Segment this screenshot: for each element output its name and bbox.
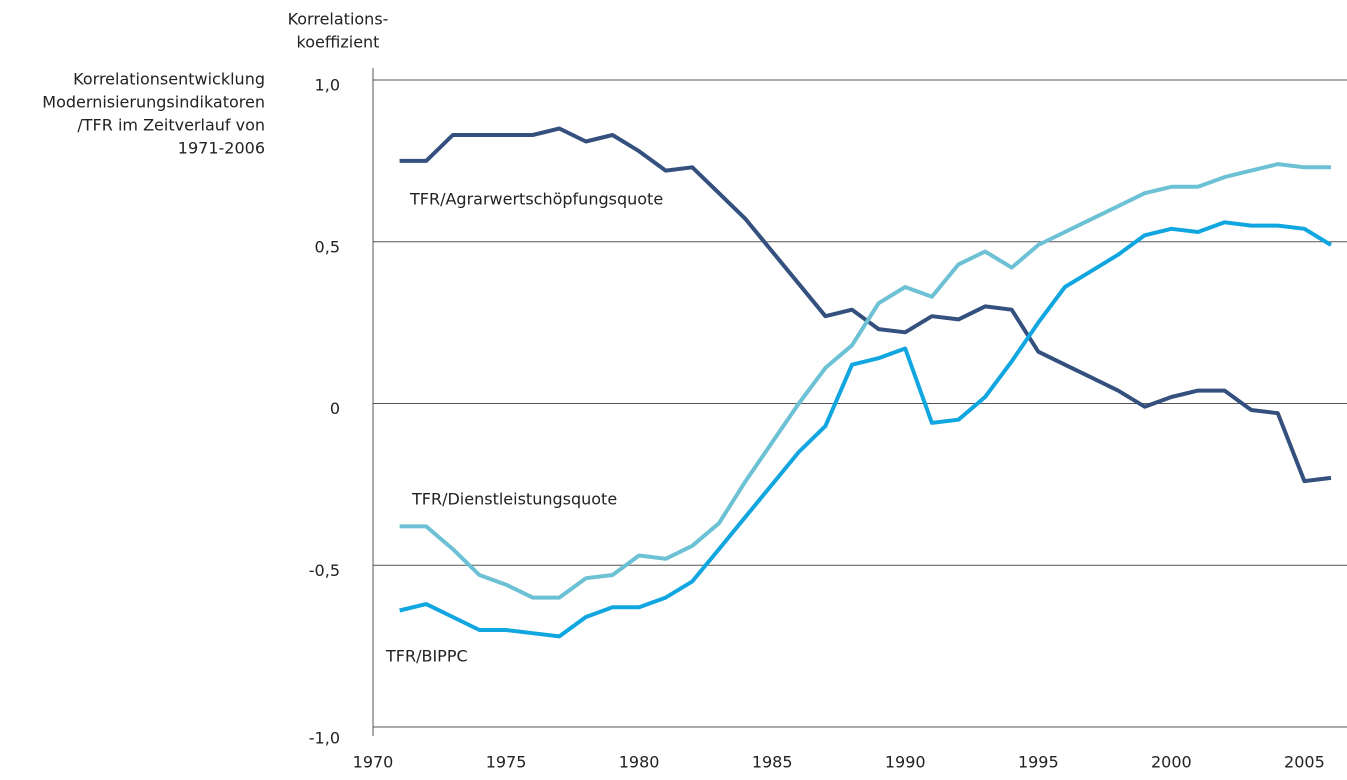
y-axis-label: koeffizient xyxy=(297,33,380,52)
chart-title: 1971-2006 xyxy=(178,139,265,158)
chart-title: /TFR im Zeitverlauf von xyxy=(77,116,265,135)
x-tick-label: 1980 xyxy=(619,753,660,772)
y-tick-label: 0 xyxy=(330,399,340,418)
y-tick-label: -1,0 xyxy=(309,729,340,748)
series-line xyxy=(399,162,1331,600)
x-tick-label: 1970 xyxy=(353,753,394,772)
x-tick-label: 1995 xyxy=(1018,753,1059,772)
x-tick-label: 1990 xyxy=(885,753,926,772)
series-label: TFR/BIPPC xyxy=(385,647,468,666)
x-tick-label: 1975 xyxy=(486,753,527,772)
x-tick-label: 1985 xyxy=(752,753,793,772)
series-label: TFR/Agrarwertschöpfungsquote xyxy=(409,190,663,209)
y-tick-label: 1,0 xyxy=(315,76,340,95)
chart-title: Modernisierungsindikatoren xyxy=(42,93,265,112)
series-label: TFR/Dienstleistungsquote xyxy=(411,490,617,509)
series-line xyxy=(399,126,1332,484)
y-axis-label: Korrelations- xyxy=(288,10,389,29)
y-tick-label: 0,5 xyxy=(315,237,340,256)
series-line xyxy=(399,220,1333,639)
x-tick-label: 2005 xyxy=(1284,753,1325,772)
chart-title: Korrelationsentwicklung xyxy=(73,70,265,89)
y-tick-label: -0,5 xyxy=(309,561,340,580)
x-tick-label: 2000 xyxy=(1151,753,1192,772)
